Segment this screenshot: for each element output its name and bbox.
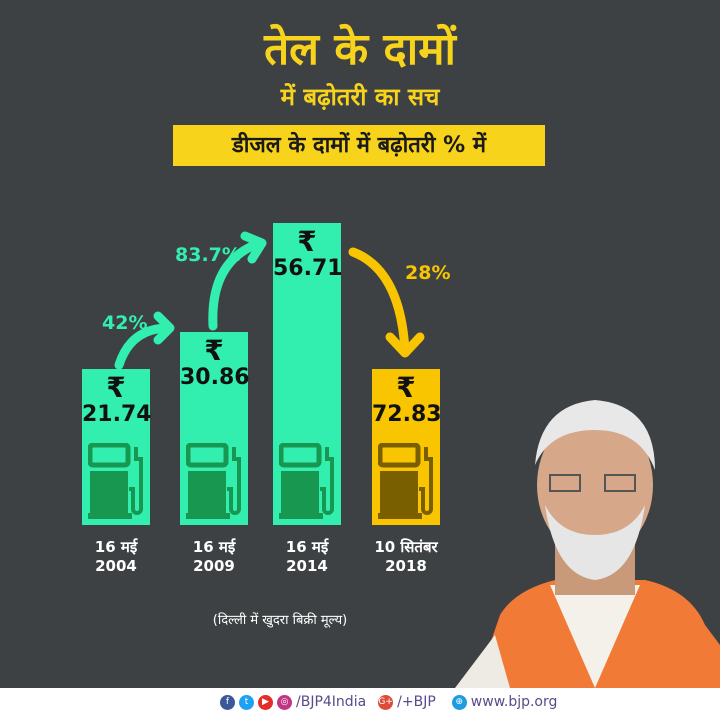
x-tick-year: 2009	[193, 557, 235, 575]
title: तेल के दामों	[264, 24, 456, 75]
website-link[interactable]: www.bjp.org	[470, 694, 558, 710]
arrow-1	[114, 323, 170, 370]
social-links: f t ▶ ◎ /BJP4India G+ /+BJP ⊕ www.bjp.or…	[220, 694, 557, 710]
x-tick-label: 16 मई 2014	[257, 538, 357, 576]
bar-value-label: 30.86	[180, 365, 250, 390]
twitter-icon[interactable]: t	[239, 694, 254, 710]
footer	[0, 688, 720, 720]
rupee-icon: ₹	[204, 334, 224, 367]
x-tick-date: 16 मई	[94, 538, 138, 556]
x-tick-year: 2014	[286, 557, 328, 575]
bar-value-label: 56.71	[273, 256, 343, 281]
fuel-pump-icon	[88, 443, 143, 519]
x-tick-date: 10 सितंबर	[374, 538, 438, 556]
bar-value-label: 21.74	[82, 402, 152, 427]
x-tick-label: 10 सितंबर 2018	[356, 538, 456, 576]
bar: ₹ 72.83	[372, 369, 442, 525]
chart-title-banner: डीजल के दामों में बढ़ोतरी % में	[173, 125, 545, 166]
fuel-pump-icon	[279, 443, 334, 519]
arrow-3	[348, 247, 410, 355]
globe-icon: ⊕	[451, 694, 467, 710]
subtitle: में बढ़ोतरी का सच	[280, 83, 440, 111]
x-tick-label: 16 मई 2004	[66, 538, 166, 576]
x-tick-year: 2018	[385, 557, 427, 575]
rupee-icon: ₹	[396, 371, 416, 404]
instagram-icon[interactable]: ◎	[277, 694, 292, 710]
rupee-icon: ₹	[297, 225, 317, 258]
arrow-2-head	[240, 231, 267, 264]
social-handle[interactable]: /BJP4India	[296, 694, 367, 710]
leader-photo	[455, 400, 720, 688]
youtube-icon[interactable]: ▶	[258, 694, 273, 710]
x-tick-date: 16 मई	[285, 538, 329, 556]
arrow-3-head	[385, 332, 425, 358]
arrow-1-head	[153, 311, 175, 345]
change-label: 83.7%	[175, 244, 241, 266]
change-label: 28%	[405, 262, 451, 284]
facebook-icon[interactable]: f	[220, 694, 235, 710]
google-plus-icon[interactable]: G+	[378, 694, 394, 710]
x-tick-year: 2004	[95, 557, 137, 575]
x-tick-date: 16 मई	[192, 538, 236, 556]
change-label: 42%	[102, 312, 148, 334]
bar: ₹ 21.74	[82, 369, 152, 525]
footnote: (दिल्ली में खुदरा बिक्री मूल्य)	[212, 613, 348, 628]
bar-value-label: 72.83	[372, 402, 442, 427]
rupee-icon: ₹	[106, 371, 126, 404]
bar: ₹ 30.86	[180, 332, 250, 525]
x-tick-label: 16 मई 2009	[164, 538, 264, 576]
bar: ₹ 56.71	[273, 223, 343, 525]
gplus-handle[interactable]: /+BJP	[397, 694, 436, 710]
fuel-pump-icon	[378, 443, 433, 519]
arrow-2	[208, 238, 265, 331]
fuel-pump-icon	[186, 443, 241, 519]
